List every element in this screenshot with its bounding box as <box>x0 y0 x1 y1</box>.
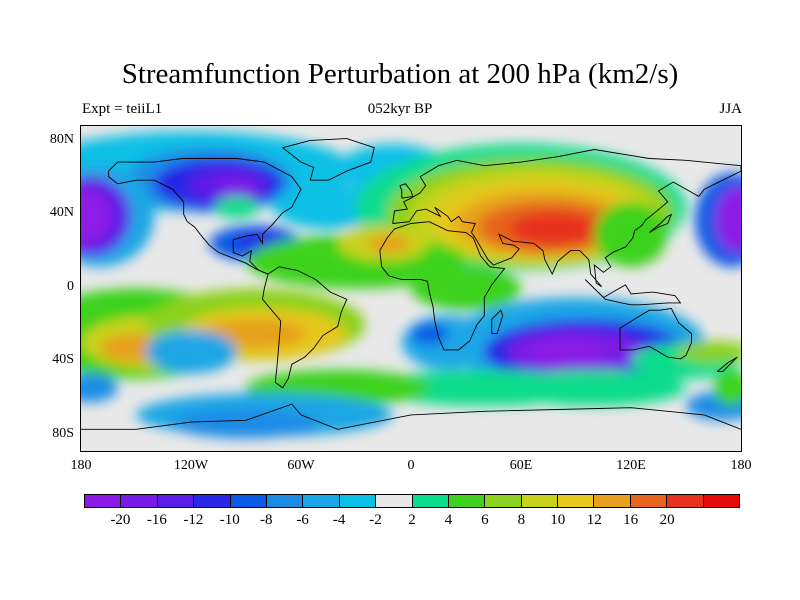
colorbar-box-1 <box>121 495 158 507</box>
field-blob-46 <box>676 340 741 363</box>
colorbar-label: -10 <box>219 512 240 528</box>
ytick-40n: 40N <box>49 205 74 220</box>
colorbar-label: 10 <box>550 512 566 528</box>
field-blob-22 <box>715 187 741 253</box>
colorbar-box-17 <box>703 495 740 507</box>
colorbar-box-16 <box>667 495 704 507</box>
colorbar-label: 20 <box>659 512 675 528</box>
colorbar-box-14 <box>594 495 631 507</box>
coastline-africa <box>379 221 506 351</box>
coastline-eurasia <box>392 149 741 288</box>
time-label: 052kyr BP <box>367 101 433 117</box>
ytick-80n: 80N <box>49 132 74 147</box>
field-blob-20 <box>81 187 113 246</box>
colorbar-label: -12 <box>183 512 204 528</box>
colorbar-label: -6 <box>296 512 309 528</box>
coastline-uk <box>399 183 414 199</box>
colorbar-box-2 <box>157 495 195 507</box>
field-blob-9 <box>510 212 598 246</box>
colorbar-label: -16 <box>146 512 167 528</box>
colorbar-label: 4 <box>444 512 453 528</box>
field-blob-14 <box>214 176 259 199</box>
colorbar-label: -20 <box>110 512 131 528</box>
field-blob-49 <box>81 373 118 403</box>
field-blob-33 <box>145 330 237 374</box>
colorbar-box-9 <box>412 495 449 507</box>
colorbar-box-5 <box>266 495 304 507</box>
field-blob-26 <box>411 266 521 311</box>
field-blob-2 <box>273 185 384 229</box>
colorbar-box-6 <box>303 495 340 507</box>
ytick-80s: 80S <box>52 426 74 441</box>
coastline-greenland <box>281 138 375 181</box>
season-label: JJA <box>719 101 742 117</box>
colorbar-box-12 <box>521 495 559 507</box>
coastline-antarctica <box>81 403 741 430</box>
colorbar-label: 16 <box>623 512 639 528</box>
coastline-north-america <box>108 158 302 275</box>
colorbar-box-8 <box>376 495 413 507</box>
colorbar-box-3 <box>194 495 231 507</box>
colorbar <box>84 494 740 508</box>
xtick-0: 0 <box>407 458 415 473</box>
coastline-south-america <box>262 266 348 389</box>
coastline-indonesia <box>584 279 682 306</box>
map-svg <box>81 126 741 451</box>
field-blob-43 <box>172 409 320 439</box>
xtick-180-right: 180 <box>730 458 752 473</box>
field-blob-17 <box>214 196 259 219</box>
colorbar-label: 12 <box>586 512 602 528</box>
coastline-madagascar <box>491 309 504 335</box>
map-title: Streamfunction Perturbation at 200 hPa (… <box>121 58 679 90</box>
colorbar-label: -4 <box>332 512 346 528</box>
field-blob-25 <box>367 234 411 253</box>
coastline-japan <box>649 213 673 233</box>
colorbar-box-15 <box>630 495 668 507</box>
colorbar-box-10 <box>448 495 486 507</box>
colorbar-label: 6 <box>481 512 489 528</box>
xtick-60w: 60W <box>287 458 315 473</box>
field-blob-39 <box>530 340 604 367</box>
map-plot-area <box>80 125 742 452</box>
colorbar-label: 2 <box>408 512 416 528</box>
field-blob-35 <box>411 322 448 345</box>
coastline-layer <box>81 138 741 430</box>
colorbar-box-0 <box>85 495 122 507</box>
colorbar-box-7 <box>339 495 377 507</box>
colorbar-box-13 <box>558 495 595 507</box>
experiment-label: Expt = teiiL1 <box>82 101 163 117</box>
xtick-180-left: 180 <box>70 458 92 473</box>
xtick-120e: 120E <box>616 458 646 473</box>
colorbar-box-4 <box>230 495 267 507</box>
field-blob-48 <box>713 369 741 406</box>
colorbar-box-11 <box>485 495 522 507</box>
ytick-40s: 40S <box>52 352 74 367</box>
colorbar-label: -2 <box>369 512 382 528</box>
coastline-australia <box>619 307 692 360</box>
xtick-120w: 120W <box>173 458 209 473</box>
coastline-new-zealand <box>716 356 738 373</box>
xtick-60e: 60E <box>509 458 533 473</box>
field-blob-44 <box>502 369 686 406</box>
field-blob-10 <box>594 201 668 267</box>
colorbar-label: -8 <box>259 512 273 528</box>
colorbar-label: 8 <box>517 512 526 528</box>
ytick-0: 0 <box>67 279 74 294</box>
